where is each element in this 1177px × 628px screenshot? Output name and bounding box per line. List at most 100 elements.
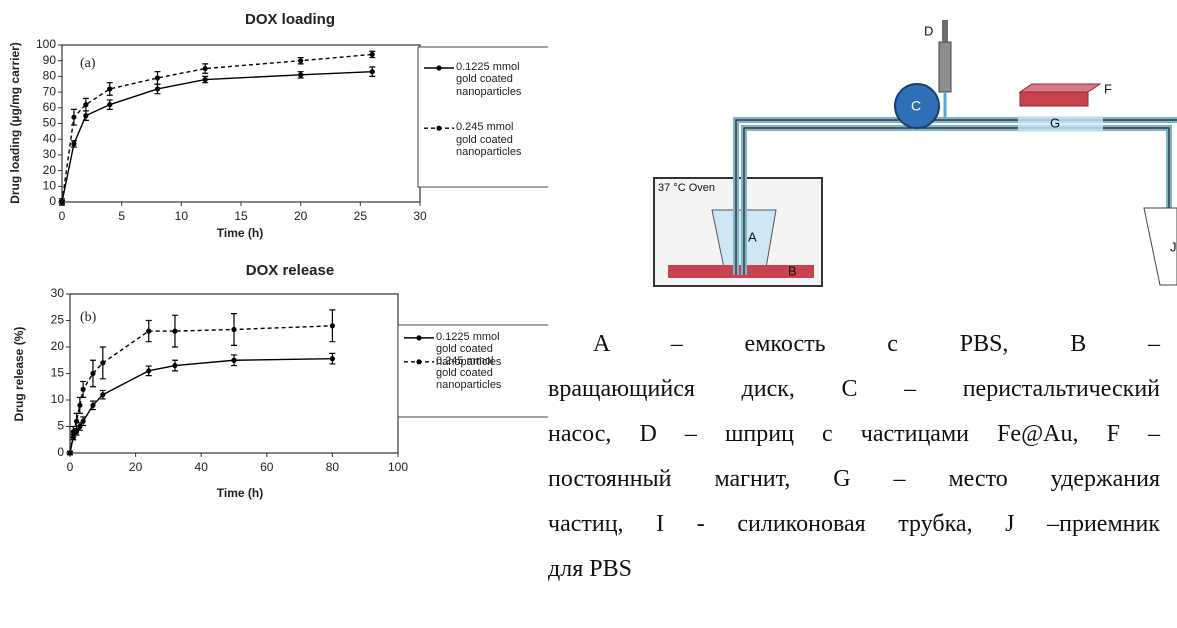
oven-label: 37 °C Oven — [658, 182, 715, 194]
x-tick-label: 10 — [175, 209, 189, 223]
caption-line: A – емкость с PBS, B – — [593, 331, 1160, 357]
y-tick-label: 25 — [51, 313, 65, 327]
y-tick-label: 0 — [57, 445, 64, 459]
chart-title: DOX release — [246, 262, 334, 279]
data-point — [77, 402, 83, 408]
data-point — [202, 65, 208, 72]
x-tick-label: 80 — [326, 460, 340, 474]
data-point — [202, 76, 208, 83]
data-point — [329, 356, 335, 362]
y-tick-label: 80 — [43, 69, 57, 83]
diagram: 37 °C Oven A B C D F G J — [653, 20, 1177, 287]
label-d: D — [924, 23, 933, 38]
data-point — [73, 418, 80, 424]
data-point — [107, 102, 113, 108]
legend-label: 0.1225 mmol gold coated nanoparticles — [436, 330, 502, 368]
data-point — [172, 362, 178, 369]
caption-line: частиц, I - силиконовая трубка, J –прием… — [548, 511, 1160, 537]
data-point — [298, 58, 304, 64]
plunger — [942, 20, 948, 42]
caption-line: вращающийся диск, C – перистальтический — [548, 376, 1160, 402]
pump — [894, 83, 940, 129]
data-point — [59, 199, 65, 205]
data-point — [80, 386, 86, 392]
series-line — [61, 70, 373, 203]
holding-zone — [1018, 116, 1103, 132]
series-line — [69, 357, 333, 454]
x-axis-label: Time (h) — [217, 486, 263, 500]
magnet — [1019, 91, 1089, 107]
y-tick-label: 40 — [43, 131, 57, 145]
y-tick-label: 20 — [51, 339, 65, 353]
data-point — [70, 429, 76, 435]
data-point — [77, 423, 83, 430]
label-g: G — [1050, 115, 1060, 130]
data-point — [67, 450, 73, 456]
data-point — [107, 86, 113, 92]
data-point — [369, 69, 375, 75]
y-tick-label: 30 — [43, 147, 57, 161]
tube-outline — [743, 127, 1170, 275]
y-tick-label: 90 — [43, 53, 57, 67]
data-point — [172, 328, 178, 334]
x-tick-label: 25 — [354, 209, 368, 223]
y-tick-label: 15 — [51, 366, 65, 380]
x-tick-label: 20 — [129, 460, 143, 474]
y-tick-label: 100 — [36, 37, 56, 51]
magnet-top — [1018, 83, 1102, 93]
x-tick-label: 40 — [195, 460, 209, 474]
data-point — [154, 86, 161, 92]
y-tick-label: 60 — [43, 100, 57, 114]
syringe — [938, 41, 952, 93]
caption: A – емкость с PBS, B – вращающийся диск, … — [548, 322, 1160, 592]
data-point — [154, 75, 161, 81]
data-point — [90, 402, 96, 408]
legend-marker — [416, 359, 422, 365]
x-tick-label: 0 — [67, 460, 74, 474]
y-tick-label: 50 — [43, 116, 57, 130]
data-point — [231, 326, 237, 333]
panel-label: (a) — [80, 56, 96, 71]
label-c: C — [911, 98, 921, 114]
data-point — [146, 328, 152, 334]
data-point — [71, 141, 77, 147]
legend-entry: 0.1225 mmol gold coated nanoparticles — [456, 61, 522, 98]
x-tick-label: 5 — [118, 209, 125, 223]
chart-title: DOX loading — [245, 11, 335, 28]
x-axis-label: Time (h) — [217, 226, 263, 240]
caption-line: для PBS — [548, 556, 632, 582]
charts: DOX loading Time (h) Drug loading (µg/mg c… — [8, 11, 548, 500]
receiver — [1143, 207, 1177, 286]
data-point — [298, 72, 304, 78]
legend-label: 0.245 mmol gold coated nanoparticles — [456, 121, 522, 158]
data-point — [83, 113, 89, 119]
plot-frame — [61, 44, 421, 203]
y-tick-label: 0 — [49, 194, 56, 208]
label-a: A — [748, 229, 757, 244]
legend-marker — [416, 335, 422, 341]
data-point — [369, 51, 375, 58]
data-point — [146, 368, 152, 374]
data-point — [90, 370, 96, 377]
data-point — [231, 357, 237, 363]
y-tick-label: 70 — [43, 84, 57, 98]
y-tick-label: 20 — [43, 163, 57, 177]
data-point — [100, 360, 106, 366]
legend-label: 0.245 mmol gold coated nanoparticles — [436, 354, 502, 392]
data-point — [83, 102, 89, 108]
legend-entry: 0.1225 mmol gold coated nanoparticles — [436, 330, 502, 368]
legend-marker — [436, 125, 442, 131]
label-f: F — [1104, 81, 1112, 96]
y-tick-label: 30 — [51, 286, 65, 300]
x-tick-label: 15 — [234, 209, 248, 223]
series-line — [61, 53, 373, 203]
panel-label: (b) — [80, 310, 97, 325]
data-point — [329, 323, 335, 329]
x-tick-label: 20 — [294, 209, 308, 223]
y-tick-label: 10 — [43, 178, 57, 192]
legend-label: 0.1225 mmol gold coated nanoparticles — [456, 61, 522, 98]
x-tick-label: 30 — [413, 209, 427, 223]
caption-line: постоянный магнит, G – место удержания — [548, 466, 1160, 492]
label-j: J — [1170, 239, 1177, 254]
